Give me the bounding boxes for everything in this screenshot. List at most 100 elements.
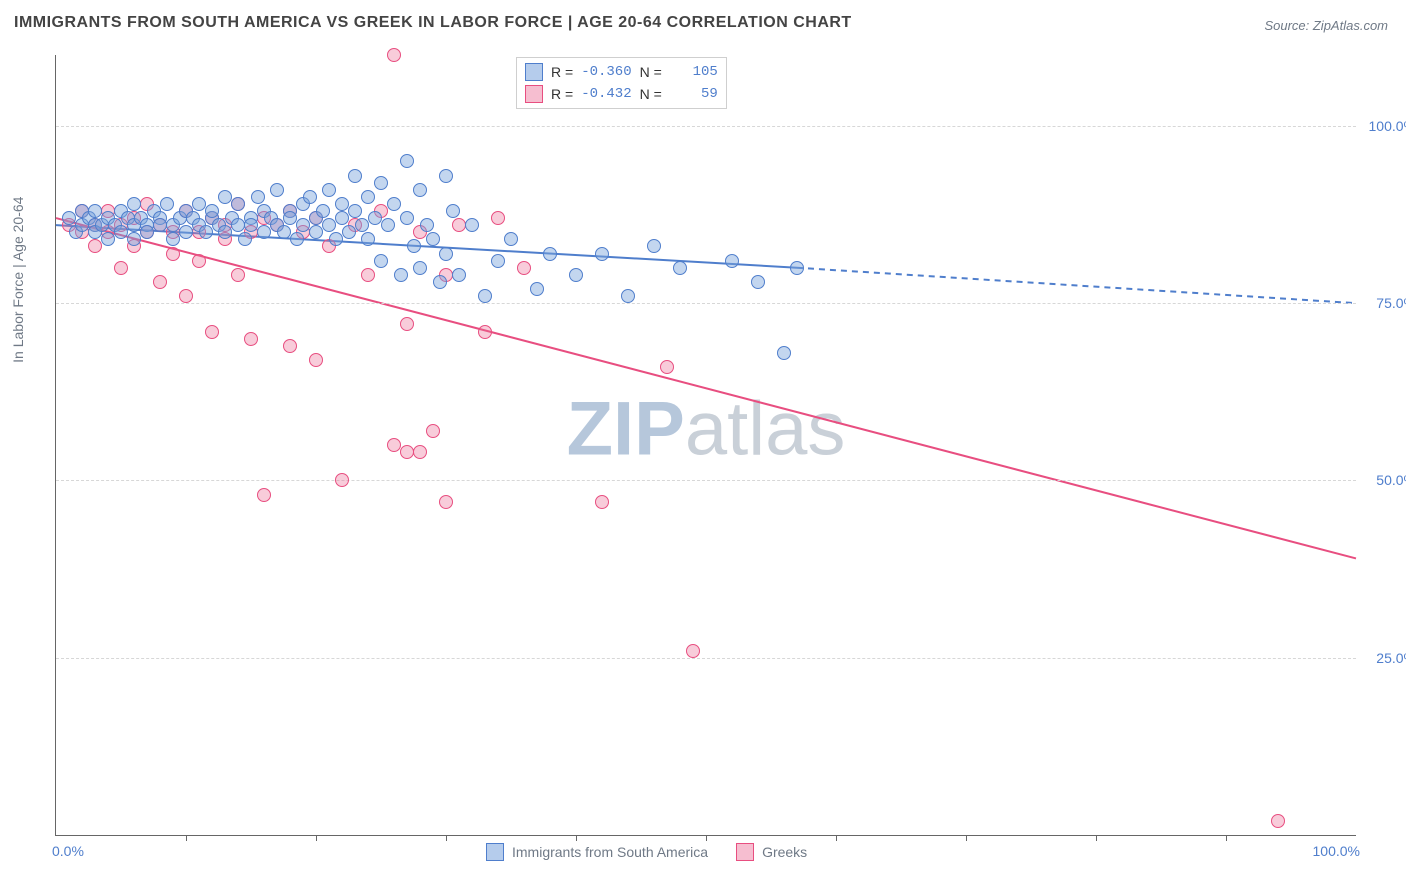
data-point-pink [309,353,323,367]
data-point-blue [322,183,336,197]
trend-line [56,218,1356,558]
data-point-blue [673,261,687,275]
trend-line [797,268,1356,303]
data-point-pink [400,445,414,459]
data-point-pink [205,325,219,339]
y-gridline [56,303,1356,304]
legend-stats-row-blue: R = -0.360 N = 105 [525,61,718,83]
data-point-blue [491,254,505,268]
data-point-pink [491,211,505,225]
legend-N-blue: 105 [670,64,718,80]
data-point-blue [420,218,434,232]
y-tick-label: 25.0% [1361,650,1406,666]
data-point-pink [166,247,180,261]
data-point-pink [413,445,427,459]
data-point-blue [251,190,265,204]
data-point-blue [309,225,323,239]
data-point-blue [374,254,388,268]
data-point-blue [790,261,804,275]
data-point-blue [361,190,375,204]
y-tick-label: 75.0% [1361,295,1406,311]
legend-R-label: R = [551,86,573,102]
data-point-blue [374,176,388,190]
data-point-pink [686,644,700,658]
data-point-blue [368,211,382,225]
data-point-blue [394,268,408,282]
legend-swatch-pink-icon [736,843,754,861]
legend-N-pink: 59 [670,86,718,102]
data-point-blue [355,218,369,232]
legend-swatch-blue-icon [486,843,504,861]
data-point-pink [179,289,193,303]
data-point-blue [218,190,232,204]
data-point-pink [153,275,167,289]
data-point-pink [452,218,466,232]
data-point-blue [348,169,362,183]
data-point-pink [114,261,128,275]
data-point-blue [413,183,427,197]
data-point-pink [1271,814,1285,828]
data-point-blue [316,204,330,218]
data-point-pink [257,488,271,502]
data-point-blue [277,225,291,239]
data-point-blue [569,268,583,282]
data-point-blue [530,282,544,296]
data-point-blue [465,218,479,232]
data-point-blue [322,218,336,232]
data-point-blue [335,211,349,225]
legend-stats: R = -0.360 N = 105 R = -0.432 N = 59 [516,57,727,109]
x-tick [706,835,707,841]
data-point-blue [283,211,297,225]
data-point-blue [244,218,258,232]
legend-R-label: R = [551,64,573,80]
trend-lines [56,55,1356,835]
chart-title: IMMIGRANTS FROM SOUTH AMERICA VS GREEK I… [14,14,852,32]
legend-N-label: N = [640,64,662,80]
legend-R-pink: -0.432 [581,86,631,102]
data-point-blue [329,232,343,246]
legend-item-blue: Immigrants from South America [486,843,708,861]
data-point-pink [192,254,206,268]
data-point-blue [303,190,317,204]
data-point-blue [335,197,349,211]
data-point-blue [407,239,421,253]
data-point-blue [238,232,252,246]
data-point-pink [595,495,609,509]
x-tick [1096,835,1097,841]
data-point-pink [426,424,440,438]
data-point-blue [400,211,414,225]
data-point-blue [361,232,375,246]
data-point-blue [478,289,492,303]
data-point-blue [140,225,154,239]
data-point-pink [335,473,349,487]
legend-swatch-blue [525,63,543,81]
data-point-blue [205,204,219,218]
data-point-blue [400,154,414,168]
data-point-pink [88,239,102,253]
data-point-blue [439,169,453,183]
x-tick [446,835,447,841]
data-point-blue [199,225,213,239]
data-point-blue [439,247,453,261]
y-axis-label: In Labor Force | Age 20-64 [10,197,26,363]
data-point-pink [361,268,375,282]
data-point-blue [88,204,102,218]
data-point-blue [114,225,128,239]
data-point-blue [595,247,609,261]
y-gridline [56,480,1356,481]
data-point-blue [381,218,395,232]
data-point-blue [296,218,310,232]
y-tick-label: 50.0% [1361,472,1406,488]
data-point-blue [179,225,193,239]
plot-area: ZIPatlas R = -0.360 N = 105 R = -0.432 N… [55,55,1356,836]
source-label: Source: ZipAtlas.com [1264,18,1388,33]
data-point-blue [231,197,245,211]
x-max-label: 100.0% [1313,843,1360,859]
data-point-blue [257,225,271,239]
data-point-blue [504,232,518,246]
data-point-blue [218,225,232,239]
data-point-pink [283,339,297,353]
x-tick [1226,835,1227,841]
data-point-pink [517,261,531,275]
data-point-blue [62,211,76,225]
